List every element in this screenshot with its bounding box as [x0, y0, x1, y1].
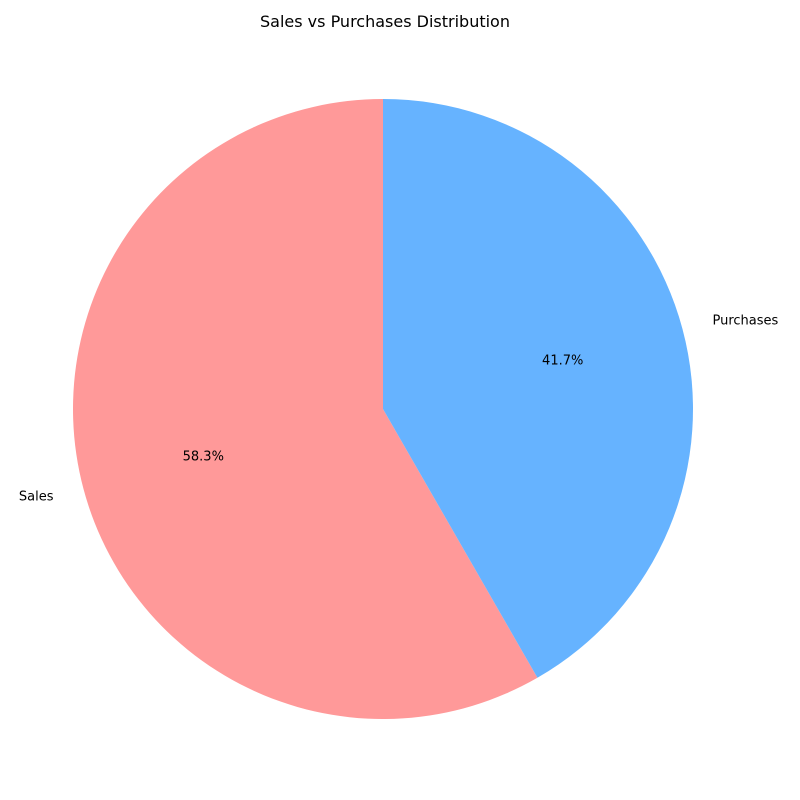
slice-label-purchases: Purchases — [712, 314, 778, 329]
pie-slice-purchases — [383, 99, 693, 678]
pct-label-sales: 58.3% — [183, 449, 224, 464]
slice-label-sales: Sales — [19, 489, 54, 504]
chart-title: Sales vs Purchases Distribution — [260, 12, 510, 31]
pie-slice-sales — [72, 99, 538, 720]
pct-label-purchases: 41.7% — [542, 354, 583, 369]
